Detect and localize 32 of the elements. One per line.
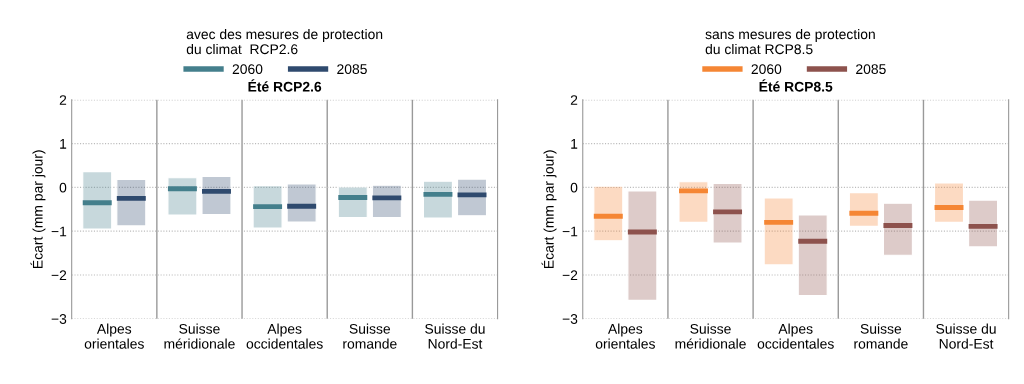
legend-label: 2060 <box>232 64 263 75</box>
y-tick-label: −1 <box>562 226 578 237</box>
legend-title: avec des mesures de protection du climat RCP2.6 <box>186 28 383 55</box>
y-tick-label: 0 <box>570 182 578 193</box>
x-tick-label: Suisse méridionale <box>675 323 746 349</box>
chart-title: Été RCP2.6 <box>248 79 322 92</box>
legend-label: 2085 <box>337 64 367 75</box>
x-tick-label: Alpes orientales <box>595 323 655 349</box>
chart-title: Été RCP8.5 <box>759 79 833 92</box>
y-tick-label: 2 <box>59 95 67 105</box>
x-tick-label: Alpes occidentales <box>246 323 323 349</box>
y-tick-label: −2 <box>562 270 578 280</box>
x-tick-label: Suisse du Nord-Est <box>936 323 996 349</box>
x-tick-label: Alpes occidentales <box>757 323 834 349</box>
x-tick-label: Suisse romande <box>343 323 397 349</box>
x-tick-label: Suisse romande <box>854 323 908 349</box>
y-tick-label: 2 <box>570 95 578 105</box>
y-axis-title: Écart (mm par jour) <box>30 150 46 268</box>
y-tick-label: −2 <box>51 270 67 280</box>
x-tick-label: Alpes orientales <box>84 323 144 349</box>
legend-title: sans mesures de protection du climat RCP8.5 <box>705 28 875 55</box>
y-tick-label: 1 <box>571 139 578 149</box>
y-tick-label: 0 <box>59 182 67 193</box>
legend-label: 2085 <box>856 64 886 75</box>
y-tick-label: −1 <box>51 226 67 237</box>
x-tick-label: Suisse méridionale <box>164 323 235 349</box>
y-axis-title: Écart (mm par jour) <box>541 150 557 268</box>
legend-label: 2060 <box>751 64 782 75</box>
y-tick-label: −3 <box>51 314 67 324</box>
x-tick-label: Suisse du Nord-Est <box>425 323 485 349</box>
y-tick-label: 1 <box>60 139 67 149</box>
y-tick-label: −3 <box>562 314 578 324</box>
